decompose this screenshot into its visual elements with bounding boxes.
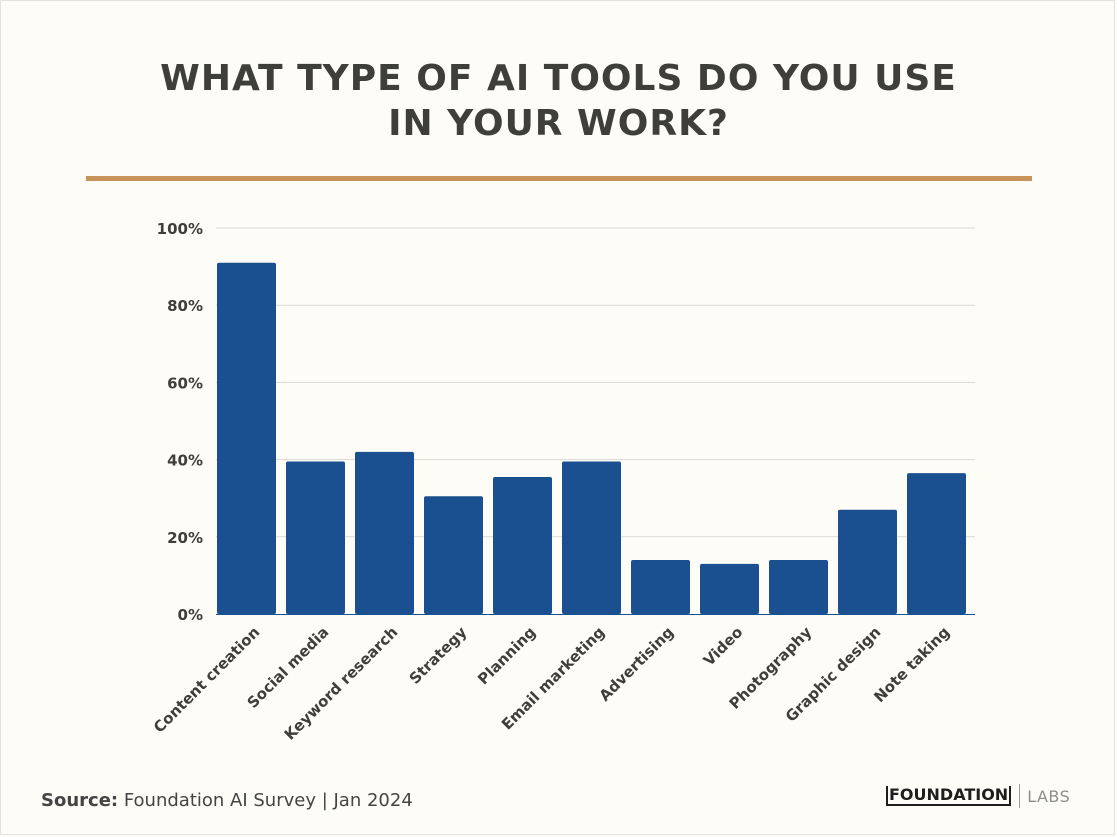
y-tick-label: 60% xyxy=(167,374,203,392)
y-tick-label: 100% xyxy=(157,220,203,238)
source-text: Foundation AI Survey | Jan 2024 xyxy=(118,790,413,811)
bar xyxy=(631,559,690,614)
bar xyxy=(562,461,621,614)
logo-main-text: FOUNDATION xyxy=(886,786,1012,806)
x-tick-label: Keyword research xyxy=(281,623,402,744)
bar xyxy=(907,473,966,614)
y-tick-label: 40% xyxy=(167,452,203,470)
bar xyxy=(700,563,759,614)
bar xyxy=(838,509,897,614)
x-tick-label: Planning xyxy=(474,623,539,688)
bar xyxy=(424,496,483,614)
x-tick-label: Content creation xyxy=(150,623,263,736)
bar xyxy=(355,451,414,614)
bar xyxy=(493,476,552,614)
x-tick-label: Video xyxy=(700,623,746,669)
title-line-1: WHAT TYPE OF AI TOOLS DO YOU USE xyxy=(160,58,957,99)
x-tick-label: Strategy xyxy=(406,623,471,688)
y-tick-label: 80% xyxy=(167,297,203,315)
bar xyxy=(286,461,345,614)
chart-title: WHAT TYPE OF AI TOOLS DO YOU USE IN YOUR… xyxy=(0,56,1117,146)
logo-sub-text: LABS xyxy=(1027,786,1071,806)
y-tick-label: 20% xyxy=(167,529,203,547)
source-note: Source: Foundation AI Survey | Jan 2024 xyxy=(41,790,413,811)
bar xyxy=(217,262,276,614)
title-divider xyxy=(86,176,1032,181)
y-tick-label: 0% xyxy=(178,606,203,624)
logo-separator xyxy=(1019,784,1021,808)
x-tick-label: Advertising xyxy=(596,623,678,705)
bar xyxy=(769,559,828,614)
foundation-labs-logo: FOUNDATION LABS xyxy=(886,783,1070,809)
title-line-2: IN YOUR WORK? xyxy=(388,103,729,144)
source-label: Source: xyxy=(41,790,119,811)
